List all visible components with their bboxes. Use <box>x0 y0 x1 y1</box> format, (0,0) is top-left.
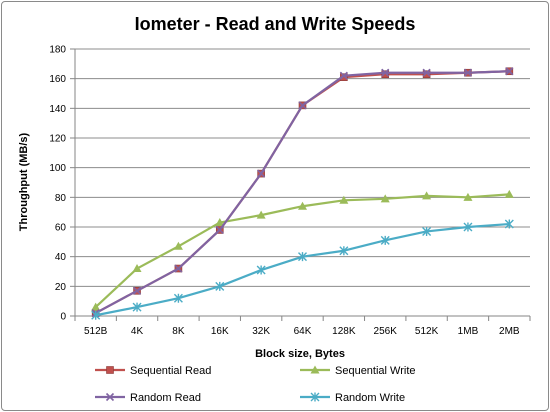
x-tick-labels: 512B 4K 8K 16K 32K 64K 128K 256K 512K 1MB 2MB <box>84 326 520 337</box>
data-point <box>380 194 390 203</box>
x-tick-label: 8K <box>172 326 185 337</box>
data-point <box>504 189 514 198</box>
x-tick-label: 2MB <box>499 326 520 337</box>
x-tick-label: 16K <box>211 326 229 337</box>
data-point <box>422 226 432 236</box>
data-point <box>463 192 473 201</box>
legend-marker <box>105 392 115 402</box>
y-tick-label: 40 <box>55 252 67 263</box>
data-point <box>91 302 101 311</box>
data-point <box>174 264 183 273</box>
data-point <box>298 201 307 210</box>
legend-item: Random Read <box>95 392 201 404</box>
data-point <box>298 252 307 262</box>
data-point <box>463 222 473 232</box>
legend-marker <box>310 392 320 402</box>
y-tick-label: 20 <box>55 282 67 293</box>
series-group <box>91 67 514 320</box>
data-point <box>215 225 224 235</box>
data-point <box>422 68 431 77</box>
legend-item: Sequential Write <box>300 365 416 377</box>
x-tick-label: 128K <box>332 326 356 337</box>
x-tick-label: 4K <box>131 326 144 337</box>
x-tick-label: 256K <box>374 326 398 337</box>
x-tick-label: 1MB <box>458 326 479 337</box>
x-tick-label: 32K <box>252 326 270 337</box>
legend-marker <box>310 365 320 374</box>
legend-item: Sequential Read <box>95 365 211 377</box>
chart-title: Iometer - Read and Write Speeds <box>135 14 416 34</box>
data-point <box>91 310 101 320</box>
y-tick-label: 80 <box>55 193 67 204</box>
x-tick-label: 512B <box>84 326 108 337</box>
data-point <box>339 195 349 204</box>
data-point <box>463 68 473 77</box>
legend: Sequential Read Sequential Write Random Re… <box>95 365 416 404</box>
y-tick-label: 120 <box>49 134 66 145</box>
data-point <box>339 246 349 256</box>
legend-marker <box>106 366 114 374</box>
data-point <box>380 235 390 245</box>
data-point <box>256 265 266 275</box>
data-point <box>215 281 225 291</box>
y-tick-label: 140 <box>49 104 66 115</box>
data-point <box>173 293 183 303</box>
x-axis-title: Block size, Bytes <box>255 348 345 360</box>
data-point <box>381 70 390 79</box>
data-point <box>381 68 390 77</box>
data-point <box>298 101 307 110</box>
y-tick-labels: 0 20 40 60 80 100 120 140 160 180 <box>49 45 66 323</box>
y-tick-label: 100 <box>49 163 66 174</box>
data-point <box>132 264 142 273</box>
data-point <box>215 218 225 227</box>
data-point <box>256 210 266 219</box>
data-point <box>422 191 432 200</box>
x-tick-label: 512K <box>415 326 439 337</box>
legend-label: Random Write <box>335 392 405 404</box>
y-axis-title: Throughput (MB/s) <box>18 132 30 231</box>
data-point <box>132 286 142 295</box>
y-tick-label: 0 <box>60 312 66 323</box>
series-line <box>94 193 510 308</box>
data-point <box>257 169 266 178</box>
data-point <box>422 70 431 79</box>
legend-label: Sequential Write <box>335 365 416 377</box>
legend-label: Random Read <box>130 392 201 404</box>
y-tick-label: 160 <box>49 74 66 85</box>
y-tick-label: 180 <box>49 45 66 56</box>
data-point <box>173 241 183 250</box>
data-point <box>504 219 514 229</box>
legend-item: Random Write <box>300 392 405 404</box>
series-sequential-write <box>91 189 514 311</box>
series-random-write <box>91 219 514 320</box>
gridlines <box>70 48 531 321</box>
series-line <box>95 222 510 317</box>
series-random-read <box>91 67 514 318</box>
x-tick-label: 64K <box>294 326 312 337</box>
data-point <box>505 67 514 76</box>
y-tick-label: 60 <box>55 223 67 234</box>
data-point <box>132 302 142 312</box>
legend-label: Sequential Read <box>130 365 211 377</box>
data-point <box>339 71 348 80</box>
